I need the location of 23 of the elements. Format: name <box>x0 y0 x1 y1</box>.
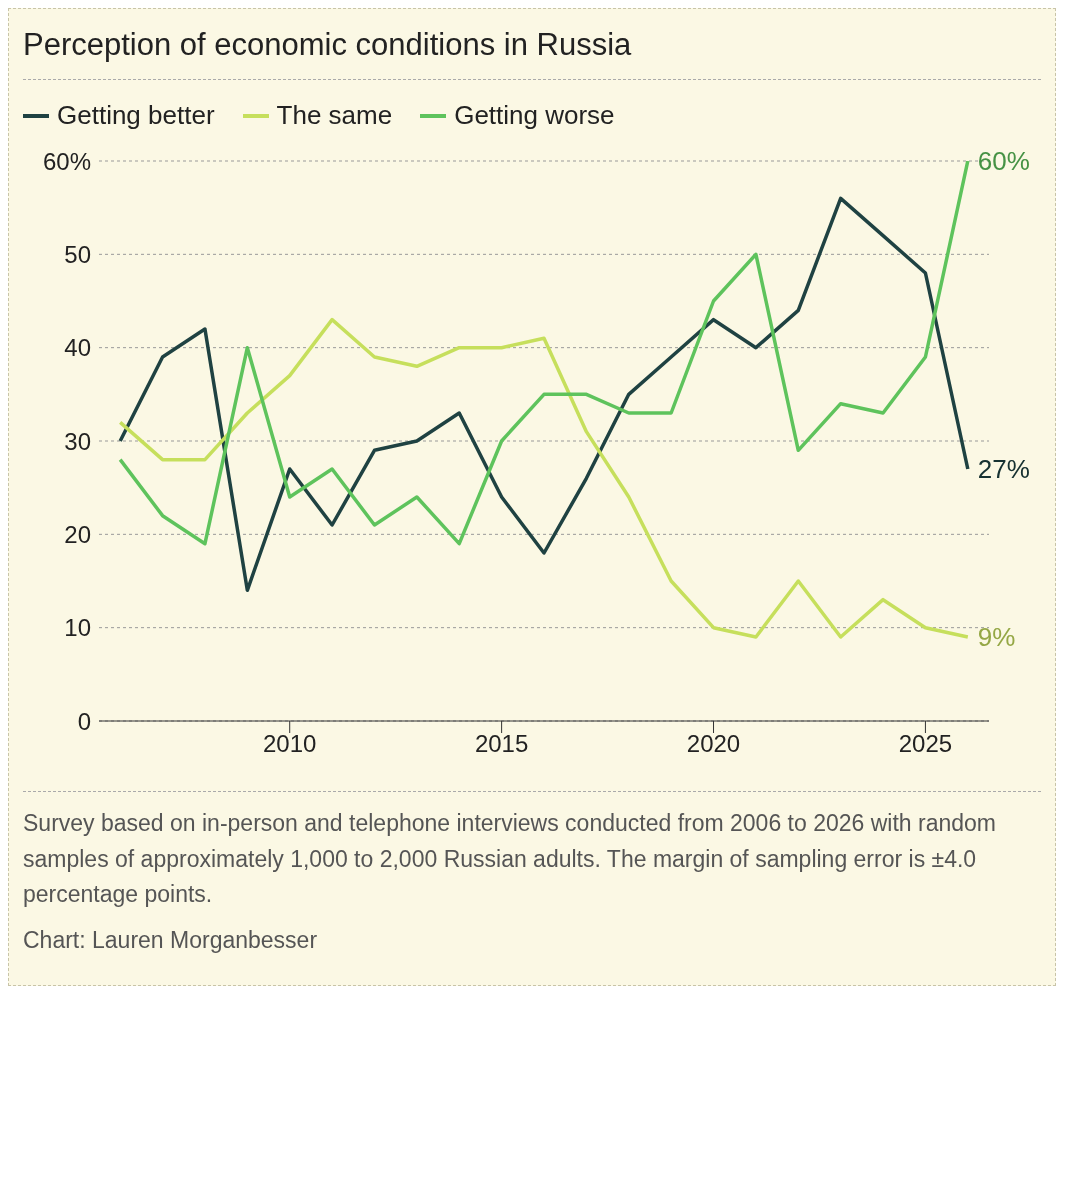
y-tick-label: 60% <box>42 147 91 175</box>
x-tick-label: 2025 <box>898 730 953 758</box>
y-tick-label: 10 <box>64 614 91 642</box>
data-label: 9% <box>977 622 1016 652</box>
line-series <box>118 317 970 639</box>
y-tick-label: 50 <box>64 240 91 268</box>
y-tick-label: 30 <box>64 427 91 455</box>
y-tick-label: 20 <box>64 520 91 548</box>
y-tick-label: 40 <box>64 334 91 362</box>
data-label: 27% <box>977 454 1030 484</box>
data-label: 60% <box>977 146 1030 176</box>
y-tick-label: 0 <box>77 707 91 735</box>
legend-label: The same <box>276 100 393 131</box>
legend-label: Getting worse <box>454 100 615 131</box>
legend-label: Getting better <box>57 100 215 131</box>
x-tick-label: 2015 <box>474 730 529 758</box>
text: Chart: Lauren Morganbesser <box>22 925 319 955</box>
text: Survey based on in-person and telephone interviews conducted from 2006 to 2026 with random samples of approximately 1,000 to 2,000 Russian adults. The margin of sampling error is ±4.0 percentage points. <box>22 809 997 910</box>
x-tick-label: 2020 <box>686 730 741 758</box>
line-series <box>118 196 970 593</box>
chart-title: Perception of economic conditions in Russia <box>22 26 633 64</box>
line-series <box>118 161 970 546</box>
x-tick-label: 2010 <box>263 730 317 758</box>
